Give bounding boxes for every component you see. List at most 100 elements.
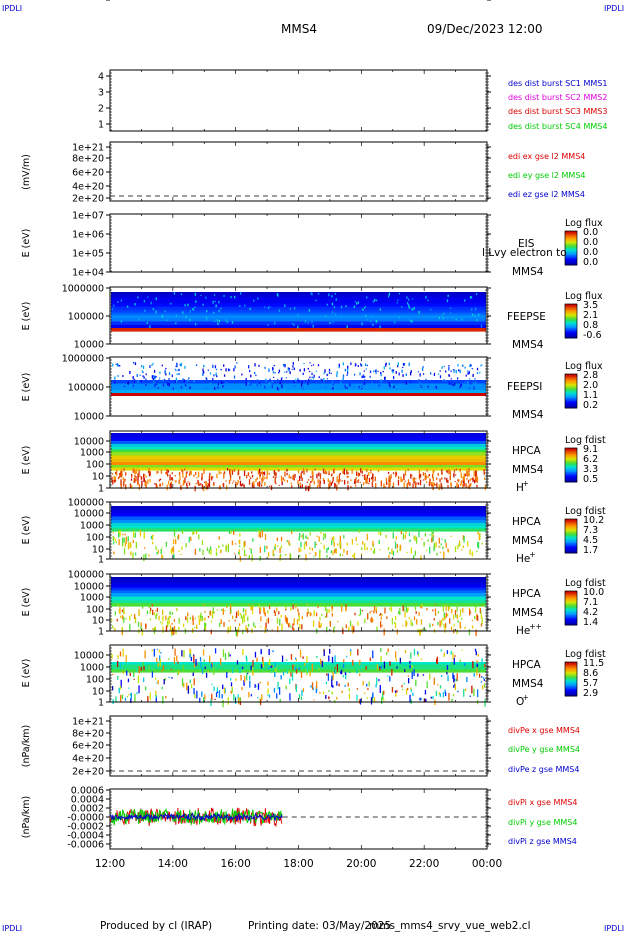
spectrogram-speckle xyxy=(291,368,293,370)
spectrogram-speckle xyxy=(457,620,459,623)
spectrogram-speckle xyxy=(126,670,128,676)
ytick-label-sc: 4 xyxy=(98,72,104,83)
colorbar-label-hpca_h: 0.5 xyxy=(583,474,598,485)
spectrogram-speckle xyxy=(283,363,285,367)
spectrogram-speckle xyxy=(366,478,368,484)
spectrogram-band xyxy=(111,513,486,518)
spectrogram-band xyxy=(111,526,486,530)
spectrogram-speckle xyxy=(167,382,169,386)
spectrogram-speckle xyxy=(114,471,117,475)
spectrogram-speckle xyxy=(441,366,443,369)
colorbar-swatch-hpca_o xyxy=(565,674,577,677)
spectrogram-speckle xyxy=(432,470,434,475)
spectrogram-speckle xyxy=(467,471,469,477)
colorbar-swatch-hpca_he xyxy=(565,526,577,528)
spectrogram-speckle xyxy=(413,669,415,677)
spectrogram-speckle xyxy=(224,688,226,694)
spectrogram-speckle xyxy=(359,372,361,376)
colorbar-swatch-feepsi xyxy=(565,406,577,409)
spectrogram-speckle xyxy=(478,533,481,541)
spectrogram-speckle xyxy=(278,371,280,374)
colorbar-swatch-hpca_he xyxy=(565,538,577,541)
spectrogram-speckle xyxy=(388,382,391,386)
colorbar-swatch-feepse xyxy=(565,325,577,328)
spectrogram-speckle xyxy=(228,628,230,633)
spectrogram-speckle xyxy=(114,538,116,542)
spectrogram-speckle xyxy=(394,542,397,549)
spectrogram-speckle xyxy=(328,470,330,474)
spectrogram-band xyxy=(111,310,486,314)
spectrogram-speckle xyxy=(222,608,224,615)
spectrogram-speckle xyxy=(405,373,407,376)
spectrogram-speckle xyxy=(385,363,387,367)
spectrogram-speckle xyxy=(469,365,471,367)
spectrogram-speckle xyxy=(395,536,398,540)
spectrogram-speckle xyxy=(471,685,473,694)
spectrogram-speckle xyxy=(466,676,468,683)
spectrogram-speckle xyxy=(468,370,470,375)
spectrogram-speckle xyxy=(246,672,249,675)
legend-divpi-2: divPi z gse MMS4 xyxy=(508,837,577,846)
spectrogram-speckle xyxy=(438,537,440,544)
time-axis-label: 22:00 xyxy=(409,858,439,870)
spectrogram-speckle xyxy=(361,610,364,612)
spectrogram-speckle xyxy=(134,303,136,306)
colorbar-swatch-feepse xyxy=(565,329,577,332)
spectrogram-speckle xyxy=(328,696,330,700)
spectrogram-speckle xyxy=(321,379,323,382)
spectrogram-speckle xyxy=(386,652,388,656)
spectrogram-speckle xyxy=(405,605,408,612)
spectrogram-speckle xyxy=(446,613,449,617)
spectrogram-speckle xyxy=(259,471,261,476)
spectrogram-speckle xyxy=(161,686,163,690)
spectrogram-speckle xyxy=(392,375,395,380)
spectrogram-speckle xyxy=(300,671,303,678)
spectrogram-speckle xyxy=(355,363,357,367)
spectrogram-speckle xyxy=(174,480,176,483)
spectrogram-speckle xyxy=(156,607,159,612)
spectrogram-speckle xyxy=(156,657,158,663)
spectrogram-speckle xyxy=(411,474,413,477)
spectrogram-speckle xyxy=(161,621,163,625)
spectrogram-speckle xyxy=(392,472,395,475)
spectrogram-speckle xyxy=(414,480,416,485)
spectrogram-speckle xyxy=(448,367,450,371)
spectrogram-speckle xyxy=(459,386,461,389)
spectrogram-speckle xyxy=(452,672,454,679)
spectrogram-speckle xyxy=(206,318,208,322)
spectrogram-speckle xyxy=(145,481,147,487)
spectrogram-speckle xyxy=(432,623,434,627)
spectrogram-speckle xyxy=(379,549,381,551)
spectrogram-speckle xyxy=(476,550,478,553)
spectrogram-speckle xyxy=(377,469,380,473)
spectrogram-speckle xyxy=(460,480,463,485)
spectrogram-speckle xyxy=(438,316,441,319)
spectrogram-speckle xyxy=(212,607,214,614)
spectrogram-speckle xyxy=(138,666,140,674)
spectrogram-speckle xyxy=(432,532,434,534)
colorbar-swatch-eis xyxy=(565,257,577,260)
spectrogram-speckle xyxy=(189,318,191,322)
spectrogram-speckle xyxy=(444,692,447,697)
spectrogram-feepse xyxy=(111,292,486,332)
colorbar-swatch-feepsi xyxy=(565,403,577,406)
spectrogram-speckle xyxy=(418,469,421,475)
spectrogram-speckle xyxy=(259,481,261,486)
spectrogram-speckle xyxy=(355,537,357,542)
spectrogram-speckle xyxy=(119,364,121,367)
spectrogram-speckle xyxy=(472,477,474,483)
spectrogram-speckle xyxy=(209,546,212,550)
spectrogram-speckle xyxy=(297,469,300,474)
spectrogram-speckle xyxy=(141,628,144,636)
spectrogram-speckle xyxy=(469,363,471,368)
spectrogram-speckle xyxy=(320,604,322,607)
spectrogram-speckle xyxy=(251,474,254,478)
spectrogram-speckle xyxy=(326,378,329,380)
spectrogram-speckle xyxy=(185,543,187,548)
spectrogram-speckle xyxy=(309,546,311,550)
spectrogram-speckle xyxy=(114,376,116,380)
corner-label-bottom-right: IPDLI xyxy=(604,924,625,933)
spectrogram-speckle xyxy=(120,479,122,486)
spectrogram-speckle xyxy=(321,661,323,668)
spectrogram-speckle xyxy=(113,475,115,482)
